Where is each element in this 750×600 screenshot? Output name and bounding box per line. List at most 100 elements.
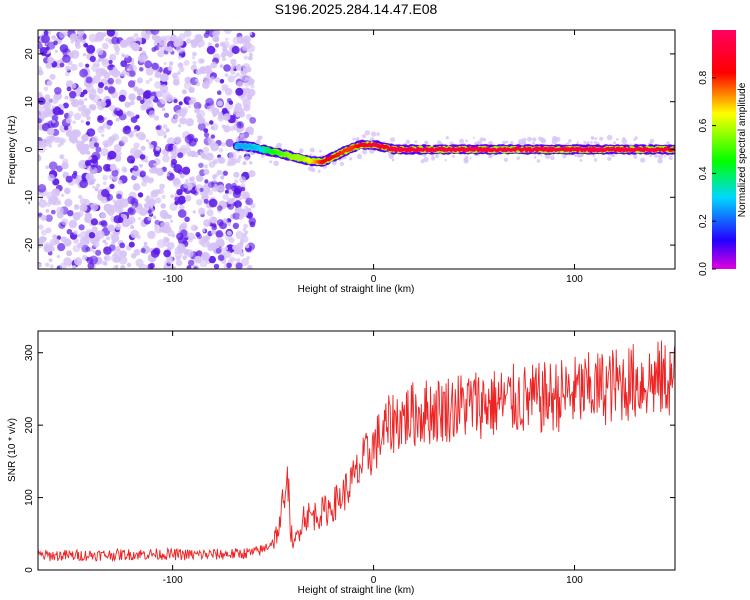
noise-point: [184, 76, 192, 84]
noise-point: [250, 84, 255, 89]
spectrogram-y-tick-label: 0: [24, 146, 35, 152]
noise-point: [236, 258, 241, 263]
noise-point: [151, 166, 156, 171]
noise-point: [107, 209, 115, 216]
ridge-halo-point: [593, 140, 597, 144]
noise-point: [240, 108, 244, 112]
noise-point: [43, 30, 49, 36]
noise-point: [154, 219, 161, 226]
noise-point: [233, 109, 239, 115]
noise-point: [155, 146, 161, 151]
ridge-halo-point: [269, 160, 273, 164]
colorbar-tick-label: 0.6: [698, 118, 709, 132]
ridge-halo-point: [607, 156, 612, 161]
noise-point: [188, 259, 195, 266]
noise-point: [227, 75, 235, 83]
ridge-halo-point: [502, 140, 507, 145]
noise-point: [177, 152, 184, 159]
ridge-halo-point: [275, 145, 279, 149]
noise-point: [111, 234, 120, 243]
noise-point: [65, 175, 73, 183]
noise-point: [154, 151, 160, 157]
noise-point: [139, 133, 147, 141]
noise-point: [124, 198, 129, 203]
noise-point: [243, 223, 249, 229]
noise-point: [133, 248, 141, 256]
noise-point: [158, 42, 167, 51]
noise-point: [52, 234, 58, 240]
noise-point: [118, 94, 126, 102]
ridge-halo-point: [420, 159, 425, 164]
noise-point: [38, 263, 42, 268]
noise-point: [205, 122, 210, 127]
noise-point: [218, 147, 224, 153]
noise-point: [126, 68, 130, 72]
noise-point: [127, 208, 134, 214]
noise-point: [104, 242, 108, 246]
noise-point: [202, 146, 210, 153]
colorbar-tick-label: 0.2: [698, 214, 709, 228]
noise-point: [207, 42, 213, 47]
noise-point: [44, 94, 51, 100]
ridge-halo-point: [362, 134, 366, 139]
noise-point: [38, 117, 42, 124]
noise-point: [159, 84, 169, 93]
noise-point: [200, 191, 204, 195]
noise-point: [185, 38, 192, 44]
noise-point: [164, 237, 170, 243]
noise-point: [187, 237, 193, 243]
colorbar: 0.0 0.2 0.4 0.6 0.8 Normalized spectral ampl…: [698, 30, 748, 276]
snr-x-label: Height of straight line (km): [298, 585, 415, 596]
noise-point: [230, 64, 236, 70]
noise-point: [230, 69, 236, 75]
noise-point: [98, 99, 107, 108]
noise-point: [223, 64, 231, 72]
noise-point: [239, 241, 244, 246]
noise-point: [179, 173, 185, 179]
noise-point: [163, 213, 169, 219]
noise-point: [56, 235, 62, 240]
noise-point: [219, 79, 225, 84]
noise-point: [242, 131, 250, 139]
noise-point: [128, 93, 136, 101]
ridge-halo-point: [574, 154, 578, 158]
noise-point: [119, 242, 126, 249]
noise-point: [53, 188, 60, 196]
noise-point: [125, 54, 129, 58]
noise-point: [209, 216, 216, 224]
noise-point: [225, 37, 229, 41]
noise-point: [66, 228, 73, 235]
noise-point: [114, 70, 121, 76]
noise-point: [145, 80, 150, 84]
noise-point: [235, 262, 243, 269]
noise-point: [116, 107, 120, 111]
noise-point: [49, 245, 53, 249]
noise-point: [128, 64, 137, 73]
noise-point: [90, 202, 99, 211]
ridge-halo-point: [583, 140, 587, 144]
noise-point: [147, 177, 154, 184]
ridge-halo-point: [550, 155, 555, 161]
noise-point: [163, 134, 167, 139]
ridge-halo-point: [551, 138, 558, 145]
noise-point: [130, 229, 139, 239]
noise-point: [233, 258, 237, 262]
noise-point: [203, 164, 208, 169]
noise-point: [84, 97, 88, 102]
colorbar-gradient: [712, 30, 736, 269]
ridge-halo-point: [594, 137, 598, 140]
noise-point: [224, 250, 232, 258]
noise-point: [232, 222, 240, 230]
ridge-halo-point: [309, 147, 315, 153]
noise-point: [82, 53, 86, 57]
noise-point: [119, 250, 127, 258]
noise-point: [107, 64, 114, 71]
noise-point: [114, 50, 120, 56]
noise-point: [144, 60, 153, 69]
noise-point: [188, 99, 194, 105]
noise-point: [177, 55, 182, 60]
noise-point: [67, 210, 74, 217]
noise-point: [49, 111, 53, 116]
noise-point: [102, 58, 108, 65]
noise-point: [161, 107, 166, 112]
